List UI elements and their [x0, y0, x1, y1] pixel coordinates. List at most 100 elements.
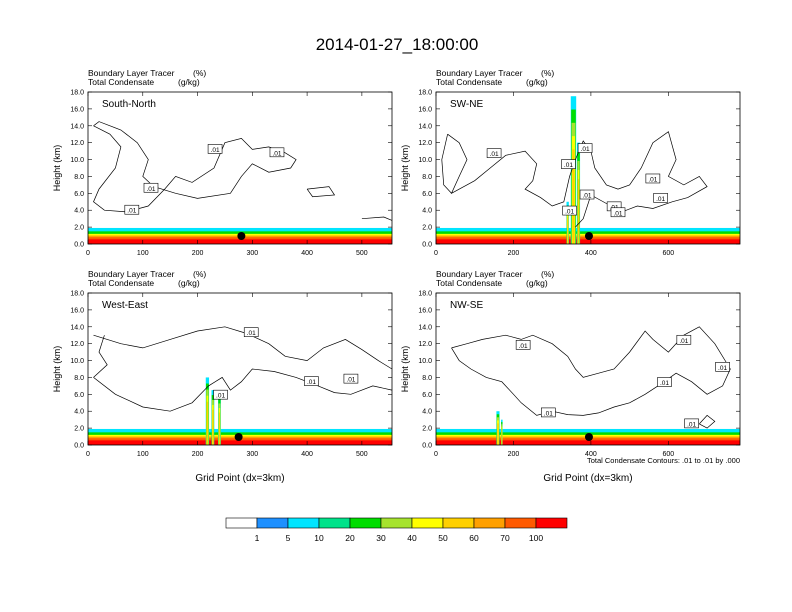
y-tick-label: 10.0 [70, 358, 84, 365]
location-marker [237, 232, 246, 240]
x-tick-label: 100 [137, 451, 149, 458]
y-tick-label: 4.0 [422, 208, 432, 215]
contour-label: .01 [613, 210, 622, 217]
panel-title: NW-SE [450, 300, 483, 311]
y-tick-label: 16.0 [70, 106, 84, 113]
y-axis-label: Height (km) [400, 346, 410, 393]
contour-label-box [207, 144, 223, 154]
y-tick-label: 2.0 [74, 426, 84, 433]
contour-label: .01 [687, 421, 696, 428]
contour-line [93, 121, 297, 213]
x-tick-label: 500 [356, 250, 368, 257]
colorbar-label: 100 [529, 533, 543, 543]
convective-column [218, 412, 221, 445]
contour-line [93, 326, 393, 370]
colorbar-label: 1 [255, 533, 260, 543]
contour-label: .01 [490, 151, 499, 158]
subtitle-condensate: Total Condensate [436, 278, 502, 288]
x-tick-label: 200 [508, 250, 520, 257]
y-tick-label: 12.0 [418, 140, 432, 147]
y-tick-label: 14.0 [70, 123, 84, 130]
contour-line [93, 368, 393, 412]
subtitle-condensate-unit: (g/kg) [178, 278, 200, 288]
y-tick-label: 8.0 [74, 375, 84, 382]
y-tick-label: 10.0 [70, 157, 84, 164]
x-tick-label: 0 [434, 451, 438, 458]
y-tick-label: 12.0 [70, 140, 84, 147]
y-tick-label: 8.0 [422, 375, 432, 382]
contour-label-box [562, 205, 577, 216]
plot-frame [87, 292, 393, 446]
contour-label: .01 [656, 196, 665, 203]
colorbar-label: 20 [345, 533, 355, 543]
contour-label: .01 [211, 147, 220, 154]
subtitle-tracer-unit: (%) [193, 68, 206, 78]
contour-label: .01 [718, 365, 727, 372]
contour-label: .01 [565, 209, 574, 216]
plot-frame [87, 91, 393, 245]
tracer-band [88, 440, 392, 445]
contour-label-box [304, 376, 319, 386]
contour-label-box [676, 334, 692, 345]
x-tick-label: 0 [86, 250, 90, 257]
colorbar-swatch [411, 517, 444, 529]
colorbar-swatch [535, 517, 568, 529]
contour-label-box [213, 389, 228, 400]
contour-line [306, 186, 336, 198]
colorbar-swatch [225, 517, 258, 529]
x-tick-label: 0 [434, 250, 438, 257]
y-tick-label: 8.0 [422, 174, 432, 181]
subtitle-tracer-unit: (%) [193, 269, 206, 279]
subtitle-condensate: Total Condensate [436, 77, 502, 87]
contour-label: .01 [272, 150, 281, 157]
y-tick-label: 0.0 [422, 443, 432, 450]
colorbar-label: 50 [438, 533, 448, 543]
y-tick-label: 4.0 [74, 208, 84, 215]
y-tick-label: 4.0 [422, 409, 432, 416]
y-tick-label: 18.0 [418, 90, 432, 97]
contour-label-box [143, 182, 159, 193]
subtitle-tracer: Boundary Layer Tracer [436, 269, 523, 279]
contour-line [451, 326, 731, 416]
location-marker [584, 433, 593, 441]
x-tick-label: 300 [246, 250, 258, 257]
x-tick-label: 400 [301, 451, 313, 458]
y-tick-label: 6.0 [422, 191, 432, 198]
contour-label: .01 [307, 379, 316, 386]
subtitle-condensate-unit: (g/kg) [526, 278, 548, 288]
y-tick-label: 12.0 [418, 341, 432, 348]
colorbar-label: 70 [500, 533, 510, 543]
colorbar-swatch [287, 517, 320, 529]
x-axis-label: Grid Point (dx=3km) [195, 473, 284, 484]
subtitle-condensate-unit: (g/kg) [178, 77, 200, 87]
contour-label: .01 [247, 330, 256, 337]
y-tick-label: 18.0 [70, 90, 84, 97]
contour-label-box [579, 189, 595, 200]
panel-title: South-North [102, 99, 156, 110]
convective-column [206, 401, 209, 445]
contour-label: .01 [679, 338, 688, 345]
convective-column [497, 423, 499, 445]
contour-label-box [486, 148, 502, 158]
contour-label: .01 [544, 410, 553, 417]
colorbar-label: 60 [469, 533, 479, 543]
subtitle-condensate-unit: (g/kg) [526, 77, 548, 87]
y-tick-label: 18.0 [418, 291, 432, 298]
y-tick-label: 14.0 [418, 324, 432, 331]
y-tick-label: 16.0 [70, 307, 84, 314]
subtitle-tracer: Boundary Layer Tracer [436, 68, 523, 78]
x-tick-label: 600 [663, 451, 675, 458]
x-tick-label: 100 [137, 250, 149, 257]
colorbar-label: 40 [407, 533, 417, 543]
y-tick-label: 2.0 [422, 426, 432, 433]
colorbar-swatch [473, 517, 506, 529]
y-tick-label: 6.0 [74, 392, 84, 399]
contour-note: Total Condensate Contours: .01 to .01 by… [587, 456, 740, 465]
y-tick-label: 0.0 [422, 242, 432, 249]
contour-label: .01 [581, 146, 590, 153]
contour-label-box [610, 207, 626, 218]
